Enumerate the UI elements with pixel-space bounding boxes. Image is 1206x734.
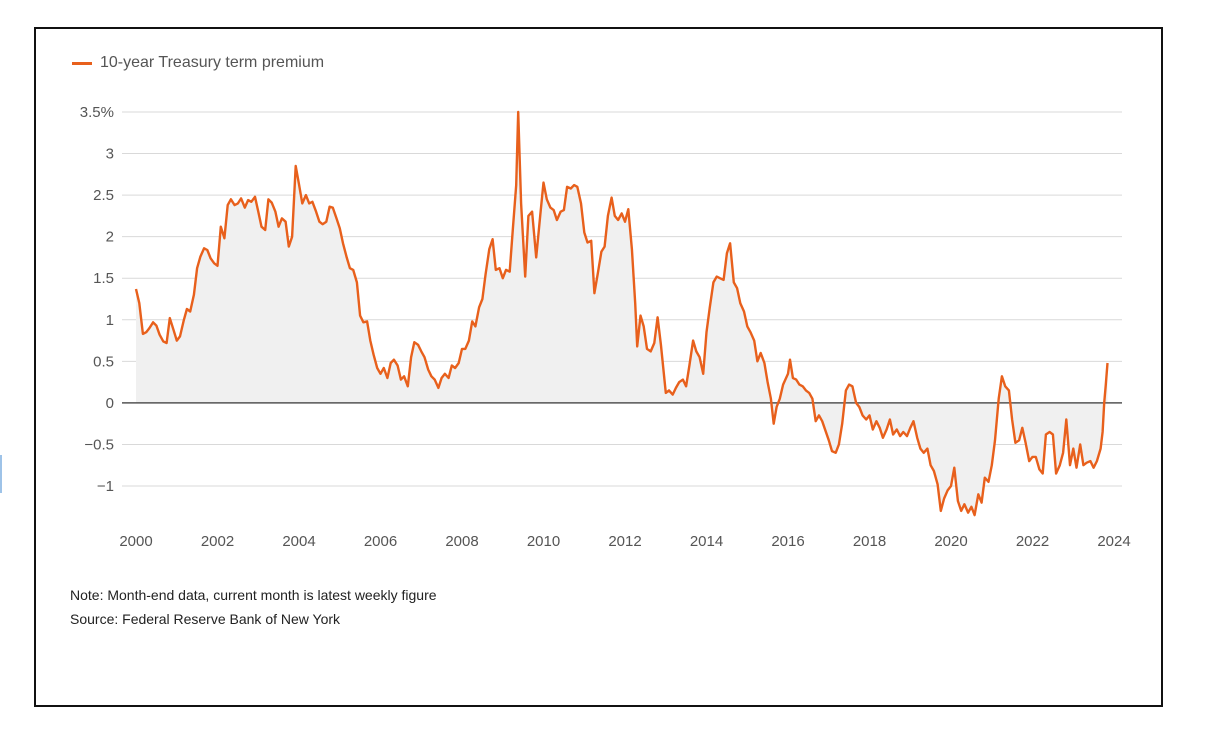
x-tick-label: 2020 bbox=[934, 533, 967, 550]
y-tick-label: 1.5 bbox=[93, 270, 114, 287]
x-tick-label: 2024 bbox=[1097, 533, 1130, 550]
y-tick-label: 0.5 bbox=[93, 353, 114, 370]
y-tick-label: 3 bbox=[106, 146, 114, 163]
x-tick-label: 2016 bbox=[771, 533, 804, 550]
term-premium-area bbox=[136, 112, 1108, 516]
x-tick-label: 2004 bbox=[282, 533, 315, 550]
chart-note: Note: Month-end data, current month is l… bbox=[70, 587, 437, 603]
y-tick-label: 2.5 bbox=[93, 187, 114, 204]
y-tick-label: −0.5 bbox=[84, 436, 114, 453]
series-line-term-premium bbox=[134, 110, 1109, 517]
x-tick-label: 2008 bbox=[445, 533, 478, 550]
x-tick-label: 2018 bbox=[853, 533, 886, 550]
y-tick-label: 0 bbox=[106, 395, 114, 412]
x-tick-label: 2006 bbox=[364, 533, 397, 550]
x-tick-label: 2010 bbox=[527, 533, 560, 550]
chart-source: Source: Federal Reserve Bank of New York bbox=[70, 611, 341, 627]
legend-swatch bbox=[72, 61, 92, 65]
legend-label: 10-year Treasury term premium bbox=[100, 54, 325, 71]
x-axis-ticks: 2000 2002 2004 2006 2008 2010 2012 2014 2016 2018… bbox=[119, 533, 1130, 550]
legend: 10-year Treasury term premium bbox=[72, 54, 324, 72]
x-tick-label: 2002 bbox=[201, 533, 234, 550]
y-tick-label: 2 bbox=[106, 229, 114, 246]
y-tick-label: −1 bbox=[97, 478, 114, 495]
x-tick-label: 2000 bbox=[119, 533, 152, 550]
left-edge-accent bbox=[0, 455, 2, 493]
y-axis-ticks: 3.5% 3 2.5 2 1.5 1 0.5 0 −0.5 −1 bbox=[80, 104, 114, 495]
x-tick-label: 2014 bbox=[690, 533, 723, 550]
y-tick-label: 1 bbox=[106, 312, 114, 329]
x-tick-label: 2012 bbox=[608, 533, 641, 550]
y-tick-label: 3.5% bbox=[80, 104, 114, 121]
x-tick-label: 2022 bbox=[1016, 533, 1049, 550]
